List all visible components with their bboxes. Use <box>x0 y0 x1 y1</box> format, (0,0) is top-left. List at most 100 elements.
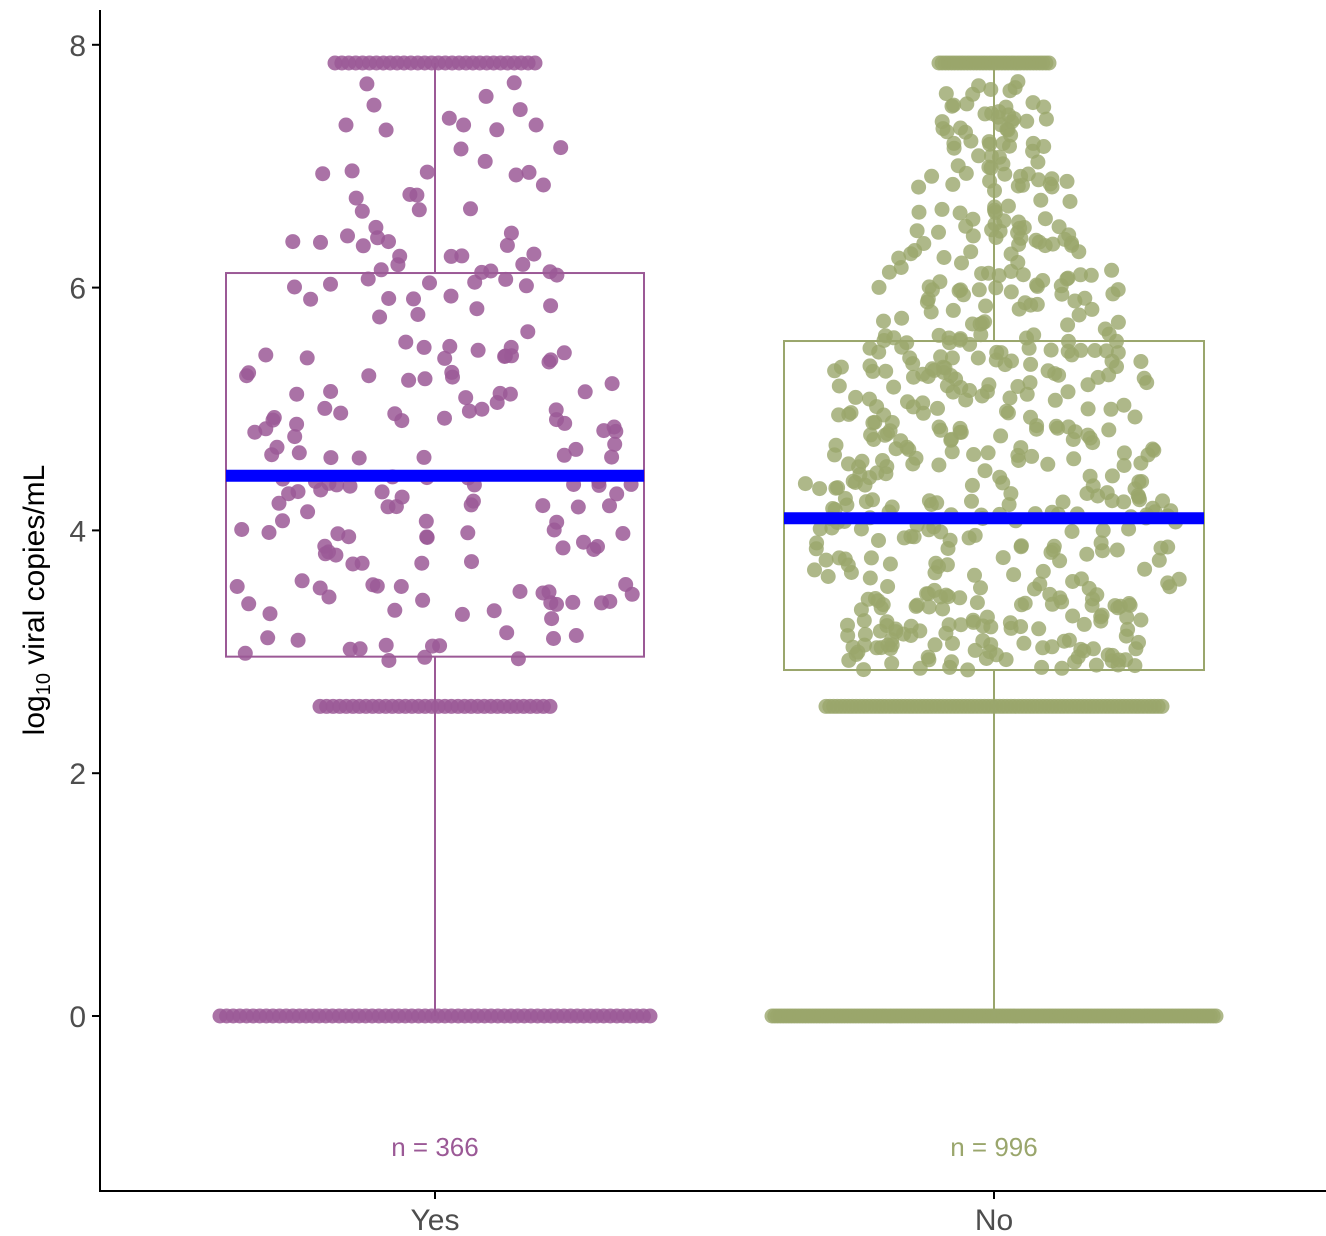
data-point <box>1000 198 1016 214</box>
data-point <box>1044 639 1060 655</box>
data-point <box>527 55 543 71</box>
data-point <box>417 371 433 387</box>
data-point <box>618 577 634 592</box>
data-point <box>828 437 844 453</box>
data-point <box>1054 660 1070 676</box>
data-point <box>869 399 885 415</box>
data-point <box>1023 356 1039 372</box>
data-point <box>1006 567 1022 583</box>
data-point <box>1019 113 1035 129</box>
data-point <box>851 459 867 475</box>
data-point <box>1003 620 1019 636</box>
data-point <box>262 606 278 622</box>
data-point <box>290 484 306 500</box>
data-point <box>557 415 573 431</box>
data-point <box>853 602 869 618</box>
data-point <box>833 359 849 375</box>
data-point <box>930 400 945 416</box>
data-point <box>797 476 813 492</box>
data-point <box>1104 262 1120 278</box>
data-point <box>1025 95 1041 111</box>
data-point <box>1043 342 1059 358</box>
data-point <box>1031 621 1047 637</box>
data-point <box>372 309 388 325</box>
data-point <box>903 628 919 643</box>
data-point <box>1010 379 1026 394</box>
data-point <box>1089 587 1105 603</box>
data-point <box>871 533 886 548</box>
data-point <box>944 444 960 460</box>
data-point <box>938 625 954 641</box>
data-point <box>977 463 993 479</box>
data-point <box>1045 236 1061 252</box>
data-point <box>935 601 951 617</box>
data-point <box>1025 135 1041 151</box>
data-point <box>1093 535 1109 551</box>
data-point <box>265 412 281 428</box>
data-point <box>807 562 822 578</box>
data-point <box>546 522 562 538</box>
data-point <box>1084 301 1100 317</box>
data-point <box>839 497 855 513</box>
data-point <box>880 579 896 594</box>
data-point <box>1065 574 1081 589</box>
data-point <box>952 590 968 606</box>
data-point <box>979 384 995 400</box>
data-point <box>970 350 986 366</box>
data-point <box>988 280 1004 296</box>
data-point <box>863 550 879 566</box>
data-point <box>907 243 923 258</box>
data-point <box>899 335 915 351</box>
data-point <box>958 165 974 181</box>
data-point <box>1038 111 1054 127</box>
data-point <box>943 432 959 448</box>
data-point <box>1035 563 1051 579</box>
data-point <box>965 211 981 227</box>
data-point <box>354 203 370 219</box>
y-tick-label: 2 <box>69 758 86 791</box>
data-point <box>942 532 958 548</box>
data-point <box>360 271 376 287</box>
data-point <box>543 298 559 314</box>
data-point <box>317 400 333 416</box>
data-point <box>1131 634 1146 650</box>
data-point <box>1137 561 1153 577</box>
data-point <box>411 202 427 218</box>
data-point <box>503 225 519 241</box>
data-point <box>1133 612 1149 628</box>
data-point <box>1208 1008 1224 1024</box>
data-point <box>993 345 1009 361</box>
n-label: n = 996 <box>950 1132 1037 1162</box>
data-point <box>419 164 435 180</box>
data-point <box>432 638 448 654</box>
data-point <box>1042 586 1058 602</box>
data-point <box>866 432 882 447</box>
data-point <box>1015 267 1031 283</box>
data-point <box>936 250 952 265</box>
data-point <box>543 352 559 368</box>
data-point <box>1002 138 1017 154</box>
data-point <box>1132 492 1147 508</box>
data-point <box>609 486 625 502</box>
data-point <box>526 246 542 262</box>
data-point <box>853 521 869 537</box>
label-layer: log10 viral copies/mL n = 366 n = 996 <box>18 465 1038 1162</box>
data-point <box>570 499 586 515</box>
data-point <box>931 224 946 240</box>
data-point <box>369 578 385 594</box>
data-point <box>344 163 360 179</box>
data-point <box>924 168 940 184</box>
data-point <box>935 121 951 137</box>
data-point <box>999 403 1014 419</box>
data-point <box>1083 267 1099 283</box>
data-point <box>1121 521 1137 537</box>
data-point <box>884 655 900 671</box>
data-point <box>535 177 551 193</box>
data-point <box>1153 540 1169 556</box>
data-point <box>820 569 836 584</box>
data-point <box>390 257 406 273</box>
y-tick-label: 8 <box>69 30 86 63</box>
dot-group-yes <box>212 55 658 1024</box>
data-point <box>1034 659 1050 675</box>
data-point <box>568 441 584 457</box>
